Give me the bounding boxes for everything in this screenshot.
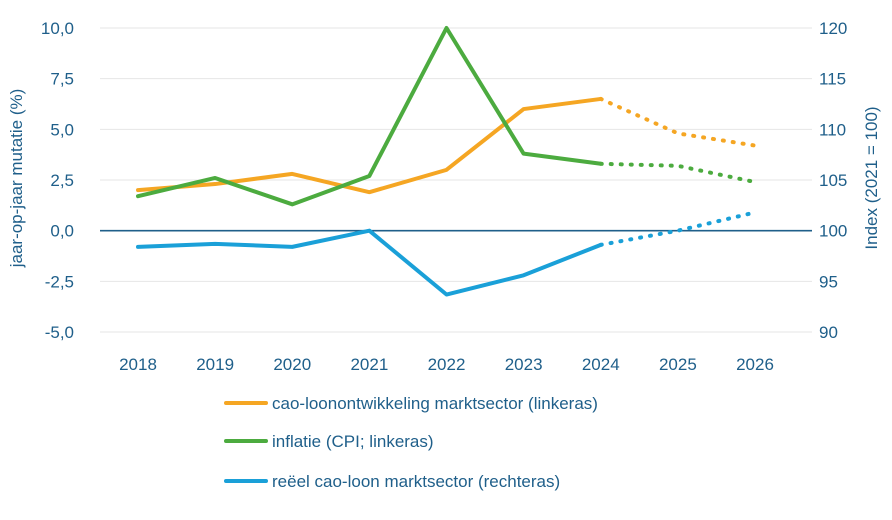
- right-tick-label: 105: [819, 171, 847, 190]
- left-tick-label: 7,5: [50, 70, 74, 89]
- legend-label: reëel cao-loon marktsector (rechteras): [272, 472, 560, 491]
- series-line-solid: [136, 96, 603, 195]
- x-tick-label: 2022: [428, 355, 466, 374]
- left-axis-ticks: 10,0 7,5 5,0 2,5 0,0 -2,5 -5,0: [41, 19, 74, 342]
- legend: cao-loonontwikkeling marktsector (linker…: [224, 394, 598, 491]
- left-tick-label: -2,5: [45, 272, 74, 291]
- left-tick-label: 0,0: [50, 222, 74, 241]
- x-tick-label: 2023: [505, 355, 543, 374]
- series-line-solid: [136, 228, 603, 297]
- x-tick-label: 2024: [582, 355, 620, 374]
- right-tick-label: 110: [819, 120, 846, 139]
- x-tick-label: 2018: [119, 355, 157, 374]
- x-axis-ticks: 2018 2019 2020 2021 2022 2023 2024 2025 2026: [119, 355, 774, 374]
- left-tick-label: -5,0: [45, 323, 74, 342]
- right-axis-title: Index (2021 = 100): [862, 106, 881, 249]
- left-tick-label: 10,0: [41, 19, 74, 38]
- left-tick-label: 2,5: [50, 171, 74, 190]
- series-line-forecast: [598, 161, 757, 185]
- series-line-forecast: [598, 210, 757, 247]
- series-line-forecast: [598, 96, 757, 148]
- x-tick-label: 2025: [659, 355, 697, 374]
- right-axis-ticks: 120 115 110 105 100 95 90: [819, 19, 847, 342]
- right-tick-label: 90: [819, 323, 838, 342]
- right-tick-label: 100: [819, 222, 847, 241]
- legend-label: cao-loonontwikkeling marktsector (linker…: [272, 394, 598, 413]
- right-tick-label: 120: [819, 19, 847, 38]
- x-tick-label: 2020: [273, 355, 311, 374]
- legend-label: inflatie (CPI; linkeras): [272, 432, 434, 451]
- series-line-solid: [136, 26, 603, 207]
- left-tick-label: 5,0: [50, 120, 74, 139]
- left-axis-title: jaar-op-jaar mutatie (%): [7, 89, 26, 269]
- right-tick-label: 115: [819, 70, 846, 89]
- x-tick-label: 2019: [196, 355, 234, 374]
- x-tick-label: 2026: [736, 355, 774, 374]
- x-tick-label: 2021: [350, 355, 388, 374]
- right-tick-label: 95: [819, 272, 838, 291]
- series-layer: [136, 26, 757, 297]
